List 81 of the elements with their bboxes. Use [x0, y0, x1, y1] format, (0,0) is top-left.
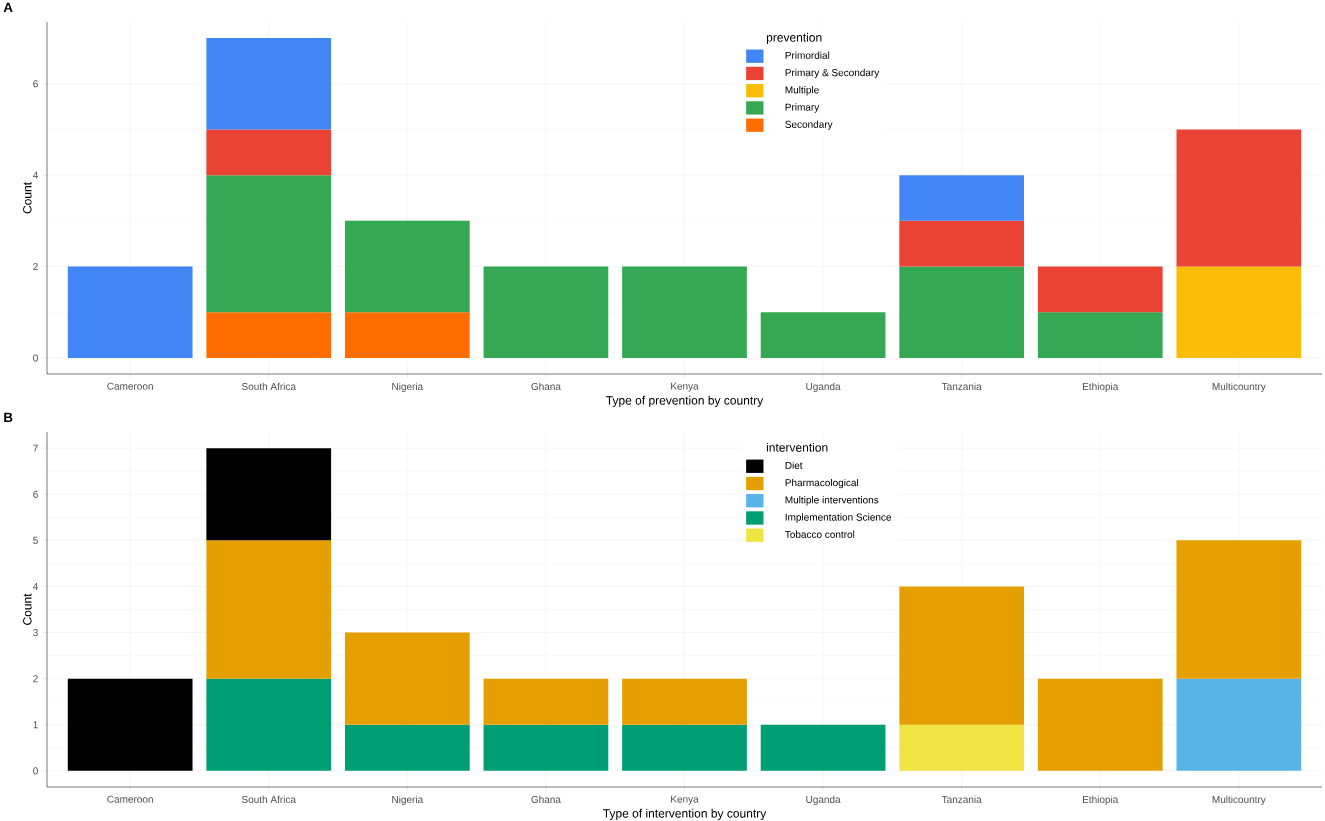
bar [899, 586, 1025, 725]
bar [760, 724, 886, 771]
legend-label: Primordial [785, 51, 830, 59]
y-tick-label: 3 [33, 629, 38, 637]
legend-label: Implementation Science [785, 513, 892, 523]
bar [67, 678, 193, 771]
bar [760, 312, 886, 358]
legend-label: Secondary [785, 120, 833, 130]
bar [206, 312, 332, 358]
x-tick-label: Tanzania [941, 795, 982, 804]
y-tick-label: 4 [32, 583, 39, 590]
bar [206, 175, 332, 313]
x-tick-label: Ethiopia [1083, 795, 1119, 806]
bar [622, 678, 747, 725]
x-tick-label: Multicountry [1212, 795, 1266, 806]
x-tick-label: Tanzania [941, 382, 982, 391]
bar [344, 724, 470, 771]
legend-label: Primary [785, 103, 820, 113]
bar [67, 266, 193, 358]
x-tick-label: Ghana [531, 795, 561, 804]
y-tick-label: 0 [33, 354, 38, 362]
legend-label: Primary & Secondary [785, 68, 880, 79]
legend-label: Multiple interventions [785, 496, 879, 506]
bar [899, 266, 1025, 358]
x-tick-label: Nigeria [392, 382, 424, 393]
legend-title: prevention [766, 32, 822, 45]
bar [1176, 678, 1302, 771]
y-tick-label: 1 [33, 721, 38, 729]
y-axis-title: Count [23, 593, 32, 625]
y-tick-label: 6 [33, 80, 38, 88]
y-tick-label: 2 [33, 675, 38, 683]
y-tick-label: 0 [33, 767, 38, 775]
bar [206, 678, 332, 771]
bar [1037, 312, 1163, 358]
bar [483, 678, 609, 725]
bar [899, 724, 1025, 771]
x-tick-label: Ethiopia [1083, 382, 1119, 393]
x-tick-label: Kenya [671, 795, 699, 805]
bar [899, 175, 1025, 221]
x-tick-label: Uganda [806, 795, 841, 806]
legend-label: Diet [785, 461, 803, 469]
bar [483, 266, 609, 358]
y-tick-label: 5 [33, 536, 38, 544]
x-tick-label: Multicountry [1212, 382, 1266, 393]
bar [344, 220, 470, 313]
chart-title: B [4, 412, 13, 422]
bar [344, 312, 470, 358]
bar [1176, 266, 1302, 358]
y-tick-label: 2 [33, 263, 38, 271]
bar [344, 632, 470, 725]
x-tick-label: Cameroon [107, 382, 153, 390]
legend-title: intervention [766, 442, 828, 452]
legend-label: Tobacco control [785, 530, 855, 538]
x-axis-title: Type of intervention by country [603, 808, 767, 821]
bar [1176, 129, 1302, 267]
x-tick-label: South Africa [241, 795, 296, 804]
x-tick-label: Ghana [531, 382, 561, 391]
x-axis-title: Type of prevention by country [606, 395, 764, 408]
x-tick-label: Kenya [671, 382, 699, 392]
chart-title: A [3, 2, 13, 12]
y-axis-title: Count [23, 182, 32, 214]
bar [483, 724, 609, 771]
x-tick-label: Nigeria [392, 795, 424, 806]
bar [622, 266, 747, 358]
x-tick-label: South Africa [241, 382, 296, 391]
bar [206, 540, 332, 679]
x-tick-label: Cameroon [107, 795, 153, 803]
x-tick-label: Uganda [806, 382, 841, 393]
bar [899, 220, 1025, 267]
bar [206, 129, 332, 176]
bar [206, 38, 332, 130]
legend-label: Pharmacological [785, 478, 859, 489]
legend-label: Multiple [785, 86, 819, 96]
y-tick-label: 7 [33, 444, 38, 452]
bar [1037, 678, 1163, 771]
bar [622, 724, 747, 771]
y-tick-label: 4 [32, 171, 39, 179]
bar [1037, 266, 1163, 313]
y-tick-label: 6 [33, 490, 38, 498]
bar [1176, 540, 1302, 679]
bar [206, 448, 332, 541]
